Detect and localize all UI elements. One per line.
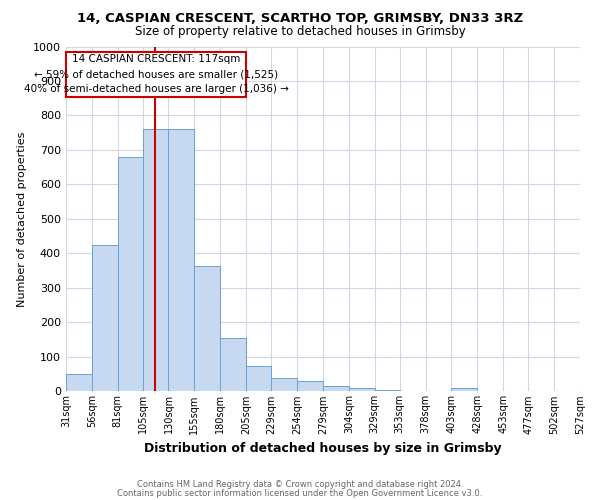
Bar xyxy=(118,157,143,392)
Bar xyxy=(323,386,349,392)
Bar xyxy=(297,381,323,392)
Text: Contains HM Land Registry data © Crown copyright and database right 2024.: Contains HM Land Registry data © Crown c… xyxy=(137,480,463,489)
Text: 14 CASPIAN CRESCENT: 117sqm: 14 CASPIAN CRESCENT: 117sqm xyxy=(72,54,240,64)
Bar xyxy=(220,338,246,392)
Text: ← 59% of detached houses are smaller (1,525): ← 59% of detached houses are smaller (1,… xyxy=(34,69,278,79)
FancyBboxPatch shape xyxy=(66,52,246,96)
Bar xyxy=(375,390,400,392)
Bar xyxy=(143,130,169,392)
Bar xyxy=(349,388,375,392)
Bar xyxy=(194,266,220,392)
Text: Contains public sector information licensed under the Open Government Licence v3: Contains public sector information licen… xyxy=(118,489,482,498)
Bar xyxy=(92,245,118,392)
Bar xyxy=(66,374,92,392)
Bar xyxy=(246,366,271,392)
Text: Size of property relative to detached houses in Grimsby: Size of property relative to detached ho… xyxy=(134,25,466,38)
Bar xyxy=(451,388,478,392)
Text: 40% of semi-detached houses are larger (1,036) →: 40% of semi-detached houses are larger (… xyxy=(23,84,289,94)
Text: 14, CASPIAN CRESCENT, SCARTHO TOP, GRIMSBY, DN33 3RZ: 14, CASPIAN CRESCENT, SCARTHO TOP, GRIMS… xyxy=(77,12,523,26)
Y-axis label: Number of detached properties: Number of detached properties xyxy=(17,132,28,306)
X-axis label: Distribution of detached houses by size in Grimsby: Distribution of detached houses by size … xyxy=(144,442,502,455)
Bar xyxy=(169,130,194,392)
Bar xyxy=(271,378,297,392)
